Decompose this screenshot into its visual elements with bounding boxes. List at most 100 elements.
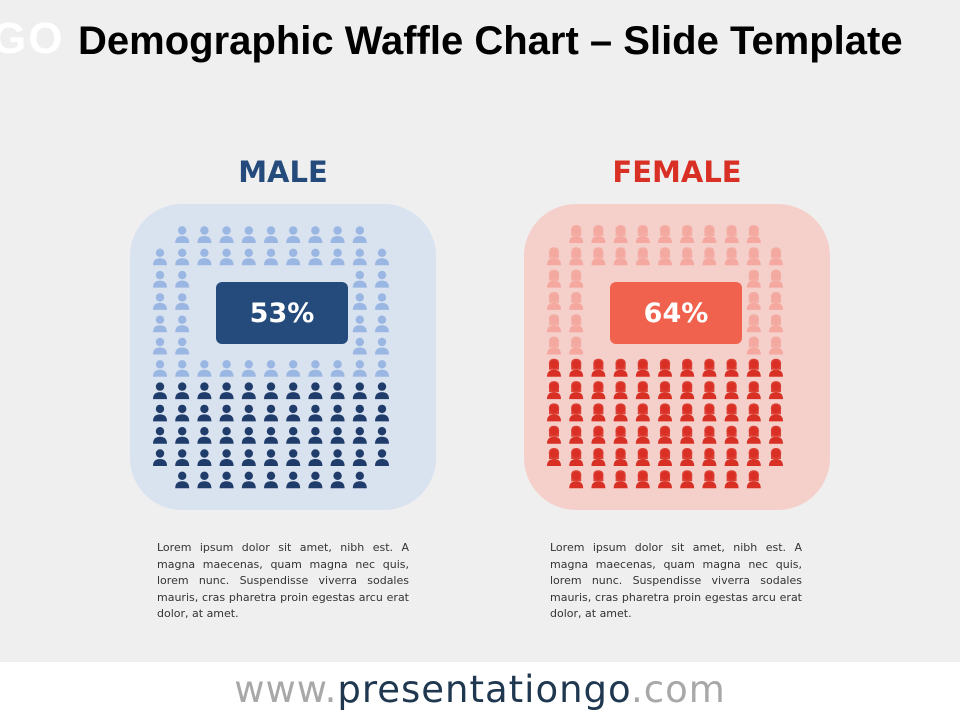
male-person-icon [175,337,190,355]
male-description: Lorem ipsum dolor sit amet, nibh est. A … [157,541,409,620]
male-person-icon [375,270,389,288]
male-person-icon [375,248,389,266]
male-person-icon [153,293,167,310]
male-person-icon [330,427,345,444]
female-person-icon [769,247,783,266]
male-person-icon [352,293,367,310]
male-person-icon [175,293,190,310]
female-person-icon [547,269,561,288]
female-person-icon [746,403,761,422]
female-person-icon [569,470,584,489]
female-person-icon [746,448,761,466]
female-person-icon [702,448,717,466]
male-person-icon [241,248,256,266]
male-person-icon [375,449,389,466]
male-person-icon [153,248,167,266]
footer-url[interactable]: www.presentationgo.com [0,662,960,720]
male-person-icon [153,315,167,333]
male-person-icon [352,427,367,444]
male-person-icon [175,360,190,377]
male-percent-badge: 53% [216,282,348,344]
female-person-icon [569,403,584,422]
female-person-icon [769,403,783,422]
female-person-icon [658,470,672,489]
female-person-icon [746,314,761,333]
male-person-icon [197,449,212,466]
logo: GO [0,14,65,63]
male-person-icon [330,382,345,400]
male-person-icon [308,404,323,422]
female-person-icon [547,403,561,422]
female-person-icon [724,358,739,377]
female-person-icon [635,247,650,266]
male-person-icon [330,471,345,489]
female-person-icon [613,358,628,377]
male-person-icon [352,471,367,489]
male-person-icon [175,471,190,489]
male-person-icon [264,449,278,466]
female-person-icon [547,314,561,333]
male-person-icon [330,449,345,466]
female-person-icon [635,425,650,444]
male-person-icon [153,360,167,377]
male-person-icon [175,427,190,444]
male-person-icon [175,315,190,333]
female-person-icon [680,448,695,466]
female-person-icon [724,470,739,489]
male-person-icon [175,404,190,422]
female-person-icon [547,425,561,444]
male-person-icon [264,382,278,400]
male-person-icon [153,337,167,355]
female-person-icon [680,470,695,489]
female-person-icon [702,381,717,400]
male-person-icon [352,315,367,333]
male-person-icon [153,404,167,422]
male-person-icon [175,382,190,400]
female-person-icon [569,381,584,400]
female-person-icon [591,381,606,400]
male-person-icon [175,449,190,466]
female-person-icon [724,425,739,444]
male-person-icon [197,382,212,400]
male-person-icon [330,360,345,377]
female-person-icon [724,225,739,243]
female-person-icon [547,381,561,400]
female-person-icon [569,425,584,444]
female-person-icon [724,448,739,466]
male-person-icon [219,427,234,444]
male-person-icon [197,226,212,243]
male-person-icon [308,226,323,243]
female-person-icon [591,247,606,266]
female-person-icon [591,358,606,377]
female-person-icon [769,336,783,355]
female-person-icon [724,381,739,400]
female-person-icon [658,425,672,444]
male-person-icon [330,248,345,266]
male-person-icon [286,404,301,422]
male-person-icon [375,337,389,355]
female-person-icon [547,291,561,310]
female-person-icon [635,448,650,466]
male-person-icon [308,382,323,400]
male-person-icon [308,360,323,377]
female-waffle-chart [547,225,783,489]
female-person-icon [769,425,783,444]
female-person-icon [569,225,584,243]
male-person-icon [153,427,167,444]
female-person-icon [724,403,739,422]
male-person-icon [375,427,389,444]
male-waffle-panel: 53% [130,204,436,510]
female-person-icon [635,358,650,377]
male-person-icon [375,404,389,422]
male-person-icon [286,427,301,444]
male-person-icon [330,226,345,243]
female-person-icon [680,381,695,400]
female-heading: FEMALE [612,155,742,189]
female-person-icon [746,336,761,355]
female-person-icon [658,403,672,422]
female-person-icon [702,403,717,422]
male-person-icon [197,427,212,444]
female-person-icon [635,470,650,489]
female-person-icon [613,470,628,489]
female-person-icon [680,358,695,377]
